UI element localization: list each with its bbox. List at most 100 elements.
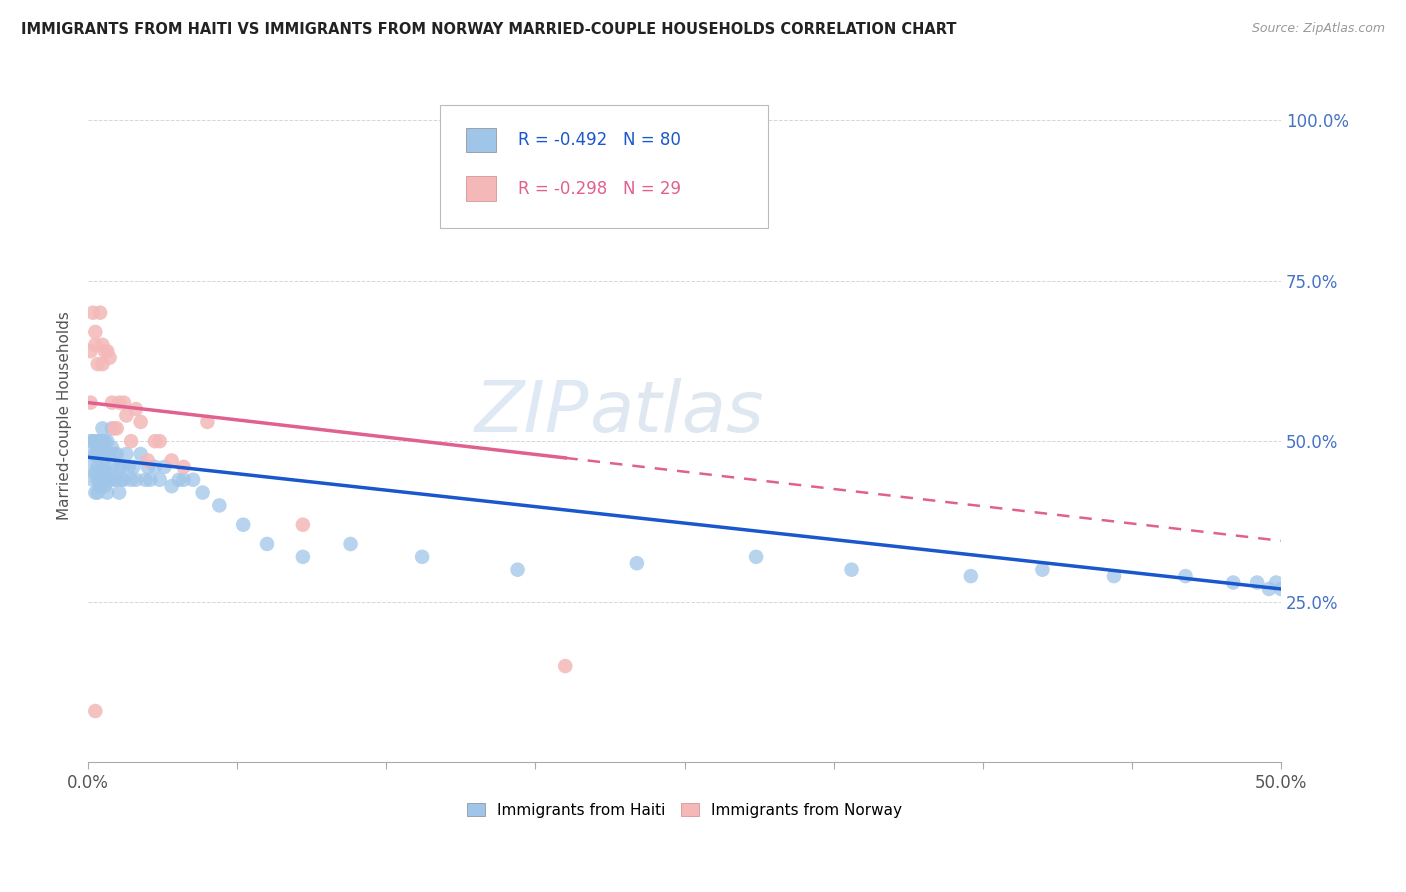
Point <box>79 395 101 409</box>
Point <box>103 421 125 435</box>
Point <box>339 537 361 551</box>
Point <box>82 447 104 461</box>
Point <box>105 473 128 487</box>
Point <box>173 473 195 487</box>
Point <box>82 306 104 320</box>
Point <box>411 549 433 564</box>
Text: R = -0.492   N = 80: R = -0.492 N = 80 <box>517 131 681 149</box>
Point <box>120 434 142 449</box>
Point <box>841 563 863 577</box>
Point <box>115 409 138 423</box>
Point <box>86 459 108 474</box>
FancyBboxPatch shape <box>440 104 768 228</box>
Point <box>1258 582 1281 596</box>
Text: R = -0.298   N = 29: R = -0.298 N = 29 <box>517 179 681 197</box>
Point <box>149 434 172 449</box>
Point <box>94 479 117 493</box>
Point <box>626 556 648 570</box>
Point <box>91 453 114 467</box>
Point <box>1222 575 1244 590</box>
Point <box>136 453 159 467</box>
Point <box>94 459 117 474</box>
Point <box>91 434 114 449</box>
Point <box>84 434 107 449</box>
Point <box>1246 575 1268 590</box>
Point <box>1102 569 1125 583</box>
Point <box>1265 575 1288 590</box>
Point <box>160 453 183 467</box>
Point <box>96 434 118 449</box>
Point <box>118 459 141 474</box>
Point <box>112 473 135 487</box>
Point <box>108 459 131 474</box>
Point <box>191 485 214 500</box>
Point <box>94 434 117 449</box>
Point <box>89 434 111 449</box>
Point <box>79 434 101 449</box>
Point <box>91 421 114 435</box>
Text: Source: ZipAtlas.com: Source: ZipAtlas.com <box>1251 22 1385 36</box>
Point <box>84 338 107 352</box>
Point <box>108 485 131 500</box>
Point <box>82 473 104 487</box>
Point <box>91 473 114 487</box>
Point <box>160 479 183 493</box>
Point <box>173 459 195 474</box>
Point <box>84 325 107 339</box>
Text: atlas: atlas <box>589 377 763 447</box>
Bar <box>467 176 496 201</box>
Point <box>112 395 135 409</box>
Point <box>103 473 125 487</box>
Point <box>89 479 111 493</box>
Point <box>129 447 152 461</box>
Point <box>256 537 278 551</box>
Point <box>84 447 107 461</box>
Point <box>120 473 142 487</box>
Point <box>149 473 172 487</box>
Point <box>96 467 118 481</box>
Point <box>153 459 176 474</box>
Point <box>197 415 219 429</box>
Point <box>84 467 107 481</box>
Point <box>79 459 101 474</box>
Point <box>86 447 108 461</box>
Bar <box>467 128 496 153</box>
Point <box>232 517 254 532</box>
Point <box>1174 569 1197 583</box>
Point <box>139 473 162 487</box>
Point <box>89 306 111 320</box>
Point <box>86 485 108 500</box>
Point <box>86 357 108 371</box>
Point <box>143 459 166 474</box>
Point <box>110 473 132 487</box>
Point <box>959 569 981 583</box>
Point <box>291 549 314 564</box>
Point <box>125 473 148 487</box>
Point <box>98 351 121 365</box>
Point <box>1031 563 1053 577</box>
Point <box>82 434 104 449</box>
Point <box>181 473 204 487</box>
Point <box>94 447 117 461</box>
Text: ZIP: ZIP <box>475 377 589 447</box>
Point <box>84 704 107 718</box>
Point <box>115 447 138 461</box>
Point <box>98 473 121 487</box>
Point <box>96 344 118 359</box>
Point <box>91 338 114 352</box>
Point <box>84 485 107 500</box>
Point <box>103 447 125 461</box>
Point <box>108 395 131 409</box>
Point <box>506 563 529 577</box>
Point <box>745 549 768 564</box>
Point <box>105 421 128 435</box>
Point <box>101 395 124 409</box>
Point <box>101 441 124 455</box>
Text: IMMIGRANTS FROM HAITI VS IMMIGRANTS FROM NORWAY MARRIED-COUPLE HOUSEHOLDS CORREL: IMMIGRANTS FROM HAITI VS IMMIGRANTS FROM… <box>21 22 956 37</box>
Point <box>89 467 111 481</box>
Point <box>167 473 190 487</box>
Point <box>101 421 124 435</box>
Point <box>105 447 128 461</box>
Point <box>122 459 145 474</box>
Legend: Immigrants from Haiti, Immigrants from Norway: Immigrants from Haiti, Immigrants from N… <box>461 797 908 824</box>
